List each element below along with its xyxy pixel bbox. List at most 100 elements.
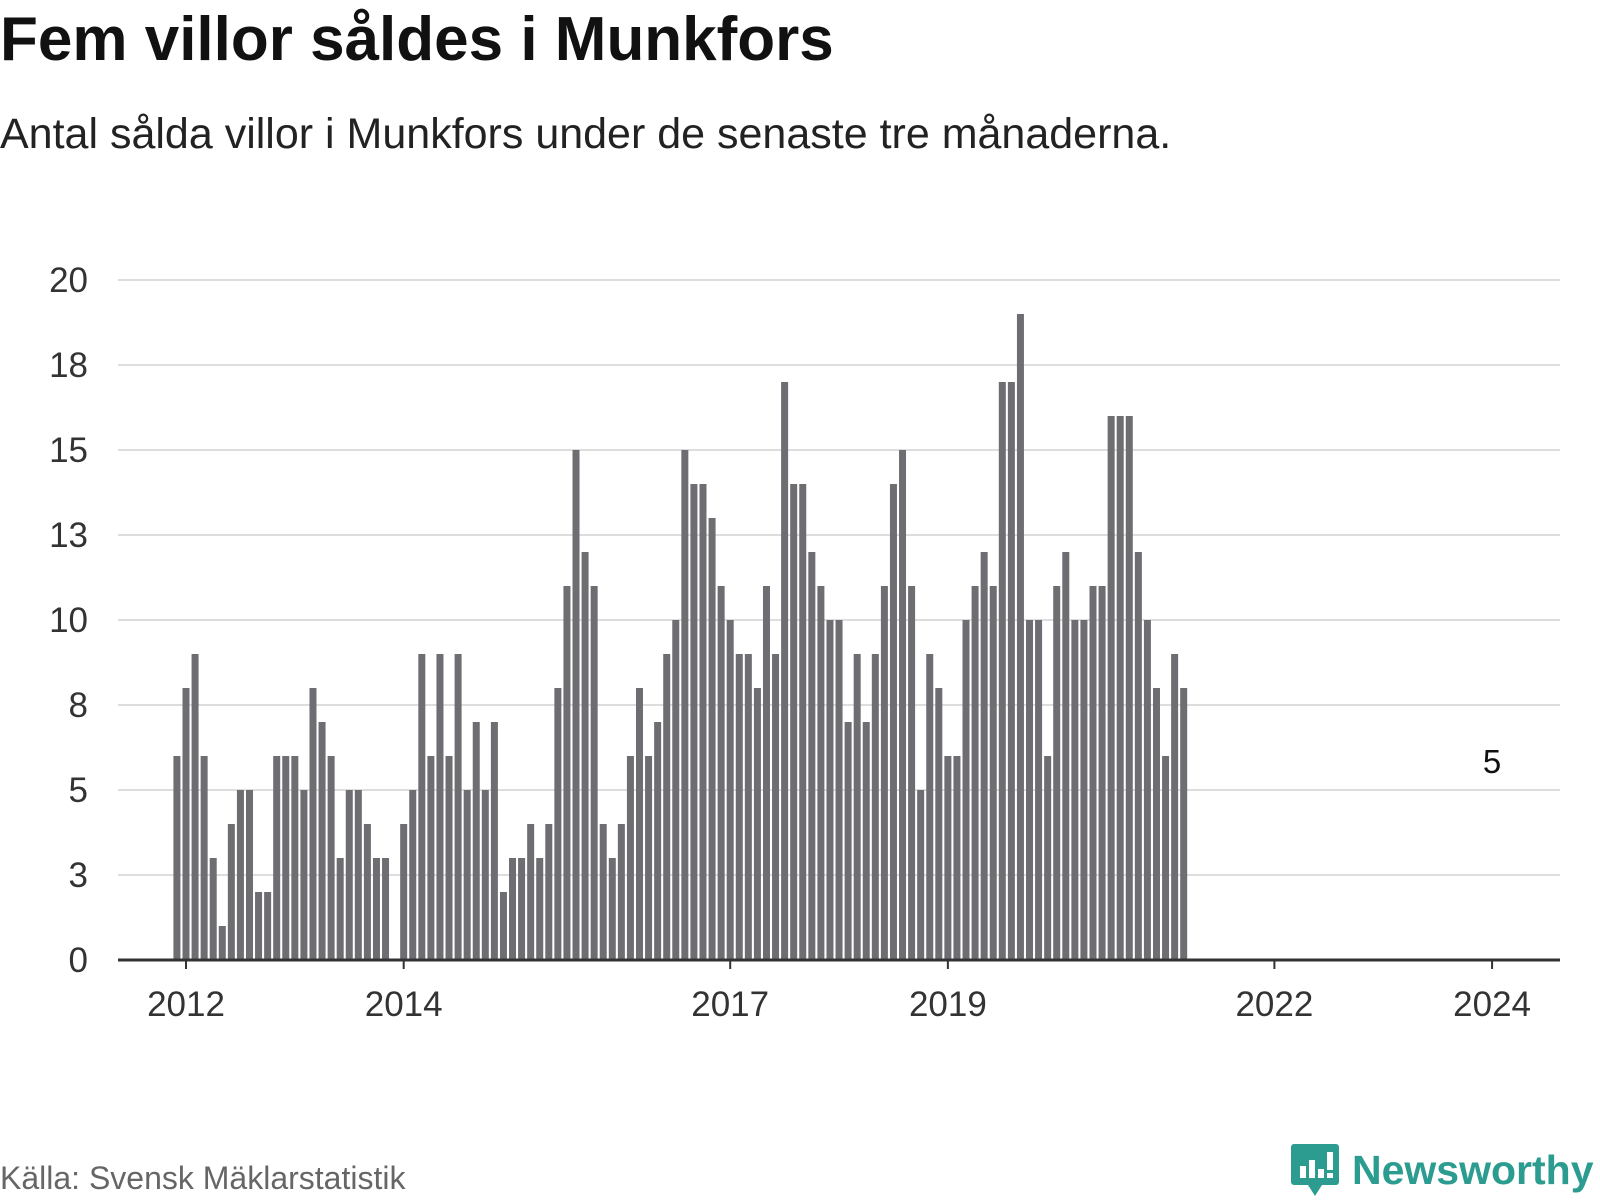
bar bbox=[899, 450, 907, 960]
bar bbox=[481, 790, 489, 960]
bar bbox=[781, 382, 789, 960]
bar bbox=[536, 858, 544, 960]
newsworthy-logo-icon bbox=[1291, 1144, 1339, 1196]
bar bbox=[1007, 382, 1015, 960]
bar bbox=[654, 722, 662, 960]
bar bbox=[1143, 620, 1151, 960]
bar bbox=[1116, 416, 1124, 960]
bar bbox=[944, 756, 952, 960]
bar bbox=[227, 824, 235, 960]
bar bbox=[363, 824, 371, 960]
bar bbox=[445, 756, 453, 960]
bar bbox=[962, 620, 970, 960]
bar bbox=[182, 688, 190, 960]
bar bbox=[599, 824, 607, 960]
bar bbox=[255, 892, 263, 960]
bar bbox=[1134, 552, 1142, 960]
y-tick-label: 3 bbox=[69, 856, 88, 895]
y-tick-label: 10 bbox=[49, 601, 88, 640]
bar bbox=[236, 790, 244, 960]
x-axis-tick-labels: 2012 2014 2017 2019 2022 2024 bbox=[147, 985, 1531, 1024]
x-tick-label: 2024 bbox=[1453, 985, 1531, 1024]
brand-logo: Newsworthy bbox=[1290, 1140, 1594, 1200]
bar bbox=[200, 756, 208, 960]
bar bbox=[463, 790, 471, 960]
bar bbox=[980, 552, 988, 960]
bar bbox=[545, 824, 553, 960]
bar bbox=[926, 654, 934, 960]
bar bbox=[472, 722, 480, 960]
bar bbox=[382, 858, 390, 960]
bar bbox=[454, 654, 462, 960]
chart-subtitle: Antal sålda villor i Munkfors under de s… bbox=[0, 110, 1172, 158]
x-tick-label: 2012 bbox=[147, 985, 225, 1024]
bar bbox=[608, 858, 616, 960]
bar bbox=[581, 552, 589, 960]
y-tick-label: 0 bbox=[69, 941, 88, 980]
bar bbox=[354, 790, 362, 960]
bar bbox=[908, 586, 916, 960]
bar bbox=[663, 654, 671, 960]
bar bbox=[1107, 416, 1115, 960]
bar bbox=[1026, 620, 1034, 960]
bar bbox=[672, 620, 680, 960]
bar bbox=[862, 722, 870, 960]
data-labels: 5 bbox=[1476, 742, 1509, 782]
bar bbox=[835, 620, 843, 960]
bar bbox=[336, 858, 344, 960]
bar bbox=[499, 892, 507, 960]
bar bbox=[772, 654, 780, 960]
bar bbox=[645, 756, 653, 960]
source-note: Källa: Svensk Mäklarstatistik bbox=[0, 1160, 406, 1196]
y-tick-label: 15 bbox=[49, 431, 88, 470]
bar bbox=[953, 756, 961, 960]
bar bbox=[971, 586, 979, 960]
bar bbox=[264, 892, 272, 960]
bar bbox=[436, 654, 444, 960]
bar bbox=[844, 722, 852, 960]
bar bbox=[935, 688, 943, 960]
bar bbox=[173, 756, 181, 960]
bar bbox=[917, 790, 925, 960]
bar bbox=[626, 756, 634, 960]
bar bbox=[799, 484, 807, 960]
bar bbox=[717, 586, 725, 960]
bar bbox=[762, 586, 770, 960]
bar bbox=[563, 586, 571, 960]
bar bbox=[1180, 688, 1188, 960]
bar bbox=[1162, 756, 1170, 960]
y-tick-label: 20 bbox=[49, 261, 88, 300]
bar bbox=[1125, 416, 1133, 960]
y-tick-label: 18 bbox=[49, 346, 88, 385]
brand-name: Newsworthy bbox=[1352, 1146, 1594, 1193]
bar bbox=[826, 620, 834, 960]
x-tick-label: 2019 bbox=[909, 985, 987, 1024]
bar bbox=[817, 586, 825, 960]
bar bbox=[880, 586, 888, 960]
bar bbox=[744, 654, 752, 960]
bar bbox=[853, 654, 861, 960]
bar bbox=[708, 518, 716, 960]
bar bbox=[327, 756, 335, 960]
y-axis-tick-labels: 0 3 5 8 10 13 15 18 20 bbox=[49, 261, 88, 980]
bar bbox=[209, 858, 217, 960]
x-tick-label: 2022 bbox=[1235, 985, 1313, 1024]
y-tick-label: 5 bbox=[69, 771, 88, 810]
bar bbox=[345, 790, 353, 960]
bar bbox=[1152, 688, 1160, 960]
bar bbox=[1053, 586, 1061, 960]
x-axis bbox=[118, 958, 1560, 969]
bar bbox=[889, 484, 897, 960]
bar bbox=[726, 620, 734, 960]
bar bbox=[1071, 620, 1079, 960]
bar bbox=[291, 756, 299, 960]
bar bbox=[318, 722, 326, 960]
chart-title: Fem villor såldes i Munkfors bbox=[0, 5, 834, 74]
bar bbox=[871, 654, 879, 960]
bar bbox=[409, 790, 417, 960]
bar bbox=[245, 790, 253, 960]
bar bbox=[300, 790, 308, 960]
bar bbox=[218, 926, 226, 960]
bar bbox=[191, 654, 199, 960]
